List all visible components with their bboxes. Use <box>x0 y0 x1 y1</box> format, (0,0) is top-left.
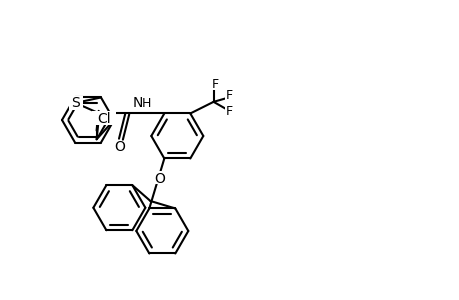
FancyBboxPatch shape <box>224 91 234 101</box>
Text: F: F <box>225 105 233 118</box>
FancyBboxPatch shape <box>210 80 220 90</box>
FancyBboxPatch shape <box>224 106 234 117</box>
Text: O: O <box>154 172 164 186</box>
FancyBboxPatch shape <box>91 110 115 124</box>
FancyBboxPatch shape <box>124 98 152 110</box>
Text: H: H <box>141 97 151 110</box>
FancyBboxPatch shape <box>152 171 166 184</box>
FancyBboxPatch shape <box>68 96 82 110</box>
Text: N: N <box>132 97 142 110</box>
Text: Cl: Cl <box>96 112 110 125</box>
Text: F: F <box>212 78 218 91</box>
Text: F: F <box>225 89 233 102</box>
Text: S: S <box>71 96 80 110</box>
FancyBboxPatch shape <box>113 141 127 154</box>
Text: O: O <box>114 140 125 154</box>
